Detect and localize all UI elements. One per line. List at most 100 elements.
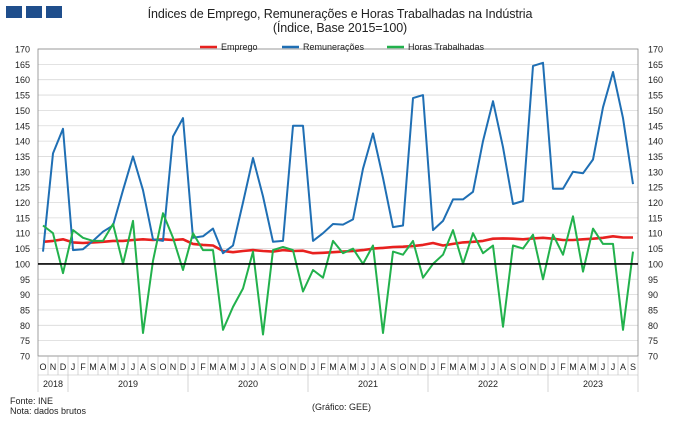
x-month-label: J bbox=[191, 362, 196, 372]
series-line-horas-trabalhadas bbox=[42, 212, 634, 336]
x-month-label: M bbox=[449, 362, 457, 372]
series-line-remunera-es bbox=[42, 61, 634, 255]
y-tick-label-right: 95 bbox=[648, 275, 658, 285]
y-tick-label-right: 85 bbox=[648, 305, 658, 315]
x-month-label: S bbox=[150, 362, 156, 372]
y-tick-label-right: 120 bbox=[648, 198, 663, 208]
x-month-label: O bbox=[399, 362, 406, 372]
x-month-label: A bbox=[260, 362, 266, 372]
x-month-label: N bbox=[50, 362, 57, 372]
y-tick-label-right: 165 bbox=[648, 60, 663, 70]
x-month-label: A bbox=[620, 362, 626, 372]
y-tick-label-right: 145 bbox=[648, 121, 663, 131]
x-month-label: S bbox=[630, 362, 636, 372]
year-label: 2019 bbox=[118, 379, 138, 389]
logo-square bbox=[26, 6, 42, 18]
x-month-label: O bbox=[519, 362, 526, 372]
x-month-label: M bbox=[349, 362, 357, 372]
x-month-label: A bbox=[460, 362, 466, 372]
y-tick-label-left: 170 bbox=[15, 45, 30, 55]
y-tick-label-left: 155 bbox=[15, 91, 30, 101]
year-label: 2020 bbox=[238, 379, 258, 389]
y-tick-label-right: 70 bbox=[648, 352, 658, 362]
y-tick-label-right: 135 bbox=[648, 152, 663, 162]
logo-square bbox=[46, 6, 62, 18]
y-tick-label-left: 120 bbox=[15, 198, 30, 208]
x-month-label: A bbox=[380, 362, 386, 372]
y-tick-label-right: 140 bbox=[648, 137, 663, 147]
legend-label: Emprego bbox=[221, 42, 258, 52]
y-tick-label-right: 155 bbox=[648, 91, 663, 101]
footer-source: Fonte: INE bbox=[10, 396, 54, 406]
y-tick-label-left: 150 bbox=[15, 106, 30, 116]
y-tick-label-left: 135 bbox=[15, 152, 30, 162]
x-month-label: M bbox=[89, 362, 97, 372]
x-month-label: A bbox=[340, 362, 346, 372]
x-month-label: J bbox=[371, 362, 376, 372]
y-tick-label-right: 105 bbox=[648, 244, 663, 254]
x-month-label: D bbox=[60, 362, 67, 372]
logo-square bbox=[6, 6, 22, 18]
y-tick-label-right: 100 bbox=[648, 259, 663, 269]
footer-note: Nota: dados brutos bbox=[10, 406, 87, 416]
y-tick-label-left: 100 bbox=[15, 259, 30, 269]
x-month-label: F bbox=[320, 362, 326, 372]
y-tick-label-left: 140 bbox=[15, 137, 30, 147]
brand-logo bbox=[6, 6, 62, 18]
year-label: 2022 bbox=[478, 379, 498, 389]
y-tick-label-left: 145 bbox=[15, 121, 30, 131]
year-label: 2021 bbox=[358, 379, 378, 389]
x-month-label: A bbox=[220, 362, 226, 372]
y-tick-label-left: 75 bbox=[20, 336, 30, 346]
y-tick-label-right: 130 bbox=[648, 167, 663, 177]
year-label: 2023 bbox=[583, 379, 603, 389]
x-month-label: D bbox=[540, 362, 547, 372]
x-month-label: M bbox=[109, 362, 117, 372]
x-month-label: A bbox=[140, 362, 146, 372]
series-line-emprego bbox=[42, 235, 633, 255]
x-month-label: O bbox=[279, 362, 286, 372]
x-month-label: J bbox=[611, 362, 616, 372]
x-month-label: S bbox=[510, 362, 516, 372]
x-month-label: O bbox=[39, 362, 46, 372]
x-month-label: M bbox=[569, 362, 577, 372]
y-tick-label-left: 80 bbox=[20, 321, 30, 331]
legend-label: Remunerações bbox=[303, 42, 365, 52]
x-month-label: J bbox=[491, 362, 496, 372]
y-tick-label-right: 150 bbox=[648, 106, 663, 116]
y-tick-label-right: 110 bbox=[648, 229, 662, 239]
x-month-label: M bbox=[329, 362, 337, 372]
x-month-label: N bbox=[410, 362, 417, 372]
x-month-label: J bbox=[551, 362, 556, 372]
year-label: 2018 bbox=[43, 379, 63, 389]
x-month-label: N bbox=[170, 362, 177, 372]
x-month-label: J bbox=[311, 362, 316, 372]
x-month-label: N bbox=[290, 362, 297, 372]
y-tick-label-right: 170 bbox=[648, 45, 663, 55]
y-tick-label-left: 125 bbox=[15, 183, 30, 193]
x-month-label: F bbox=[200, 362, 206, 372]
y-tick-label-left: 165 bbox=[15, 60, 30, 70]
x-month-label: F bbox=[80, 362, 86, 372]
y-tick-label-right: 115 bbox=[648, 213, 662, 223]
y-tick-label-left: 160 bbox=[15, 75, 30, 85]
x-month-label: J bbox=[251, 362, 256, 372]
y-tick-label-right: 90 bbox=[648, 290, 658, 300]
y-tick-label-left: 105 bbox=[15, 244, 30, 254]
y-tick-label-right: 80 bbox=[648, 321, 658, 331]
x-month-label: A bbox=[500, 362, 506, 372]
x-month-label: S bbox=[390, 362, 396, 372]
x-month-label: J bbox=[121, 362, 126, 372]
y-tick-label-right: 125 bbox=[648, 183, 663, 193]
y-tick-label-right: 75 bbox=[648, 336, 658, 346]
y-tick-label-left: 110 bbox=[16, 229, 30, 239]
y-tick-label-left: 70 bbox=[20, 352, 30, 362]
x-month-label: J bbox=[71, 362, 76, 372]
y-tick-label-left: 130 bbox=[15, 167, 30, 177]
x-month-label: J bbox=[361, 362, 366, 372]
x-month-label: M bbox=[209, 362, 217, 372]
x-month-label: A bbox=[580, 362, 586, 372]
chart-title: Índices de Emprego, Remunerações e Horas… bbox=[147, 7, 533, 21]
x-month-label: S bbox=[270, 362, 276, 372]
